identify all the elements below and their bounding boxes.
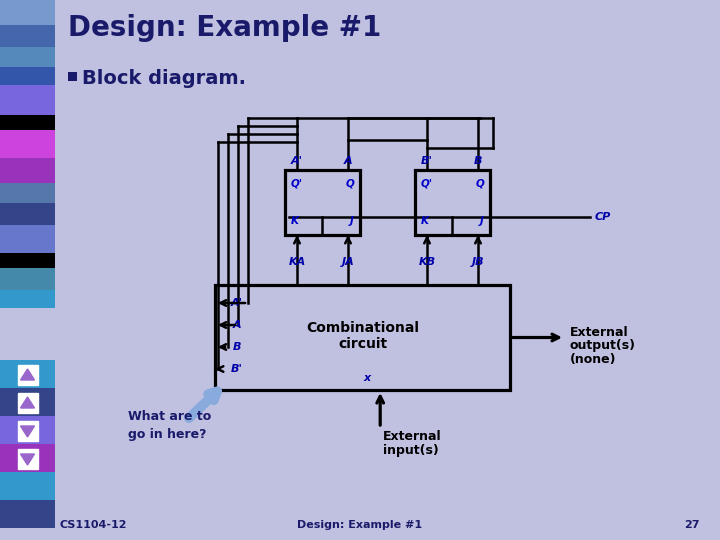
Text: B': B': [421, 156, 433, 166]
Bar: [68, 72, 77, 81]
Bar: [0, 253, 55, 268]
Bar: [0, 25, 55, 47]
Text: B: B: [474, 156, 482, 166]
Bar: [0, 268, 55, 290]
Text: x: x: [364, 373, 371, 383]
Bar: [0, 183, 55, 203]
Text: K: K: [291, 216, 299, 226]
Bar: [0, 500, 55, 528]
Bar: [0, 388, 55, 416]
Text: circuit: circuit: [338, 338, 387, 352]
Text: A: A: [233, 320, 241, 330]
Bar: [0, 47, 55, 67]
Text: 27: 27: [685, 520, 700, 530]
Text: External: External: [383, 430, 442, 443]
Text: Q': Q': [291, 179, 303, 189]
Polygon shape: [20, 426, 35, 437]
Bar: [0, 85, 55, 115]
Polygon shape: [20, 369, 35, 380]
Bar: [415, 170, 490, 235]
Text: B': B': [231, 364, 243, 374]
Text: Q: Q: [345, 179, 354, 189]
Bar: [0, 130, 55, 158]
Bar: [17, 365, 37, 385]
Bar: [0, 416, 55, 444]
Text: CS1104-12: CS1104-12: [60, 520, 127, 530]
Text: A': A': [291, 156, 303, 166]
Text: A': A': [231, 298, 243, 308]
Bar: [0, 203, 55, 225]
Text: Block diagram.: Block diagram.: [82, 69, 246, 87]
Polygon shape: [20, 454, 35, 465]
Text: Design: Example #1: Design: Example #1: [68, 14, 382, 42]
Bar: [0, 225, 55, 253]
Text: input(s): input(s): [383, 444, 439, 457]
Text: J: J: [350, 216, 354, 226]
Bar: [0, 472, 55, 500]
Text: B: B: [233, 342, 241, 352]
Polygon shape: [20, 397, 35, 408]
Text: CP: CP: [595, 212, 611, 222]
Text: What are to
go in here?: What are to go in here?: [128, 410, 211, 441]
Text: KA: KA: [289, 257, 305, 267]
Bar: [0, 115, 55, 130]
Text: J: J: [480, 216, 484, 226]
Text: output(s): output(s): [570, 340, 636, 353]
Bar: [0, 444, 55, 472]
Bar: [0, 290, 55, 308]
Bar: [0, 158, 55, 183]
Text: JB: JB: [472, 257, 485, 267]
Bar: [17, 421, 37, 441]
Bar: [285, 170, 360, 235]
Bar: [0, 360, 55, 388]
Text: KB: KB: [418, 257, 436, 267]
Bar: [17, 393, 37, 413]
Bar: [0, 67, 55, 85]
Bar: [215, 285, 510, 390]
Text: Combinational: Combinational: [306, 321, 419, 334]
Text: External: External: [570, 326, 629, 339]
Text: Q: Q: [475, 179, 484, 189]
Bar: [17, 449, 37, 469]
Text: Design: Example #1: Design: Example #1: [297, 520, 423, 530]
Text: (none): (none): [570, 354, 616, 367]
Text: Q': Q': [421, 179, 433, 189]
Text: JA: JA: [341, 257, 354, 267]
Bar: [0, 0, 55, 25]
Text: K: K: [421, 216, 429, 226]
Text: A: A: [343, 156, 352, 166]
